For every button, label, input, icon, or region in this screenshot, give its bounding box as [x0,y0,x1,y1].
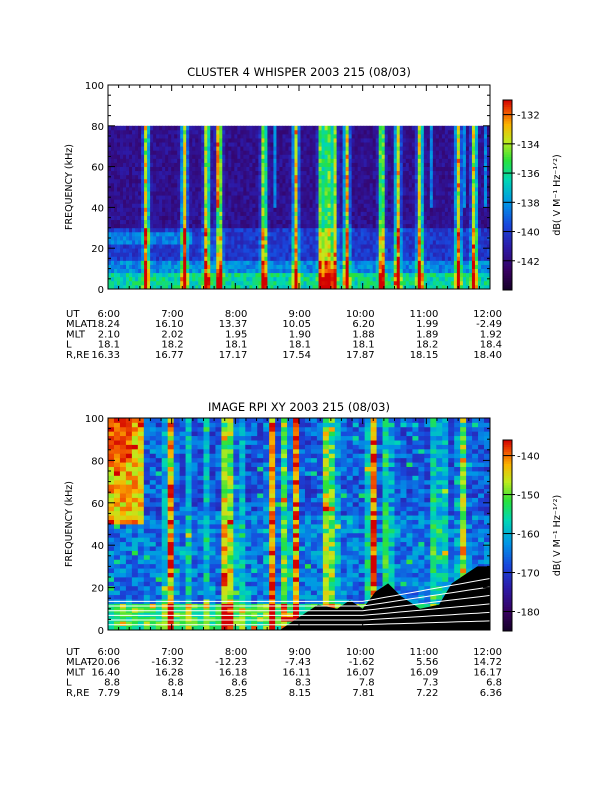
ephemeris-value: 7.22 [416,688,438,699]
y-tick-label: 100 [85,81,104,92]
spectrogram [108,126,490,290]
colorbar-tick-label: -142 [517,257,540,268]
y-tick-label: 20 [91,244,104,255]
colorbar-tick-label: -136 [517,169,540,180]
ephemeris-value: 7.79 [98,688,120,699]
colorbar-tick-label: -140 [517,228,540,239]
spectrogram [108,418,490,630]
y-tick-label: 40 [91,203,104,214]
ephemeris-value: 8.14 [161,688,183,699]
colorbar-label: dB( V M⁻¹ Hz⁻¹ᐟ²) [552,154,563,235]
chart-panel-2: 0 20 40 60 80 100 IMAGE RPI XY 2003 215 (08/03… [64,400,563,699]
colorbar-tick-label: -150 [517,491,540,502]
y-tick-label: 60 [91,163,104,174]
y-axis-label: FREQUENCY (kHz) [64,144,75,230]
y-tick-label: 0 [98,626,104,637]
chart-panel-1: 0 20 40 60 80 100 CLUSTER 4 WHISPER 2003 215 (… [64,65,563,361]
ephemeris-value: 8.25 [225,688,247,699]
y-tick-label: 40 [91,541,104,552]
ephemeris-value: 18.40 [473,350,502,361]
ephemeris-row-label: R,RE [66,350,89,361]
y-tick-label: 0 [98,285,104,296]
y-tick-label: 60 [91,499,104,510]
colorbar-tick-label: -140 [517,452,540,463]
ephemeris-value: 17.87 [346,350,375,361]
colorbar-tick-label: -160 [517,530,540,541]
colorbar-tick-label: -132 [517,111,540,122]
y-tick-label: 80 [91,456,104,467]
colorbar: -132 -134 -136 -138 -140 -142 dB( V M⁻¹ Hz⁻¹ᐟ²… [503,100,563,290]
colorbar-tick-label: -134 [517,140,540,151]
colorbar-label: dB( V M⁻¹ Hz⁻¹ᐟ²) [552,495,563,576]
ephemeris-value: 17.54 [282,350,311,361]
y-tick-label: 80 [91,122,104,133]
y-axis-label: FREQUENCY (kHz) [64,481,75,567]
colorbar: -140 -150 -160 -170 -180 dB( V M⁻¹ Hz⁻¹ᐟ²) [503,440,563,631]
chart-title: IMAGE RPI XY 2003 215 (08/03) [208,400,390,414]
y-tick-label: 100 [85,414,104,425]
ephemeris-value: 7.81 [352,688,374,699]
y-tick-label: 20 [91,584,104,595]
ephemeris-value: 6.36 [480,688,502,699]
colorbar-tick-label: -138 [517,198,540,209]
colorbar-tick-label: -170 [517,569,540,580]
chart-title: CLUSTER 4 WHISPER 2003 215 (08/03) [187,65,411,79]
ephemeris-value: 16.77 [155,350,184,361]
ephemeris-value: 17.17 [219,350,248,361]
ephemeris-value: 8.15 [289,688,311,699]
ephemeris-row-label: R,RE [66,688,89,699]
ephemeris-value: 16.33 [91,350,120,361]
colorbar-tick-label: -180 [517,608,540,619]
ephemeris-value: 18.15 [410,350,439,361]
